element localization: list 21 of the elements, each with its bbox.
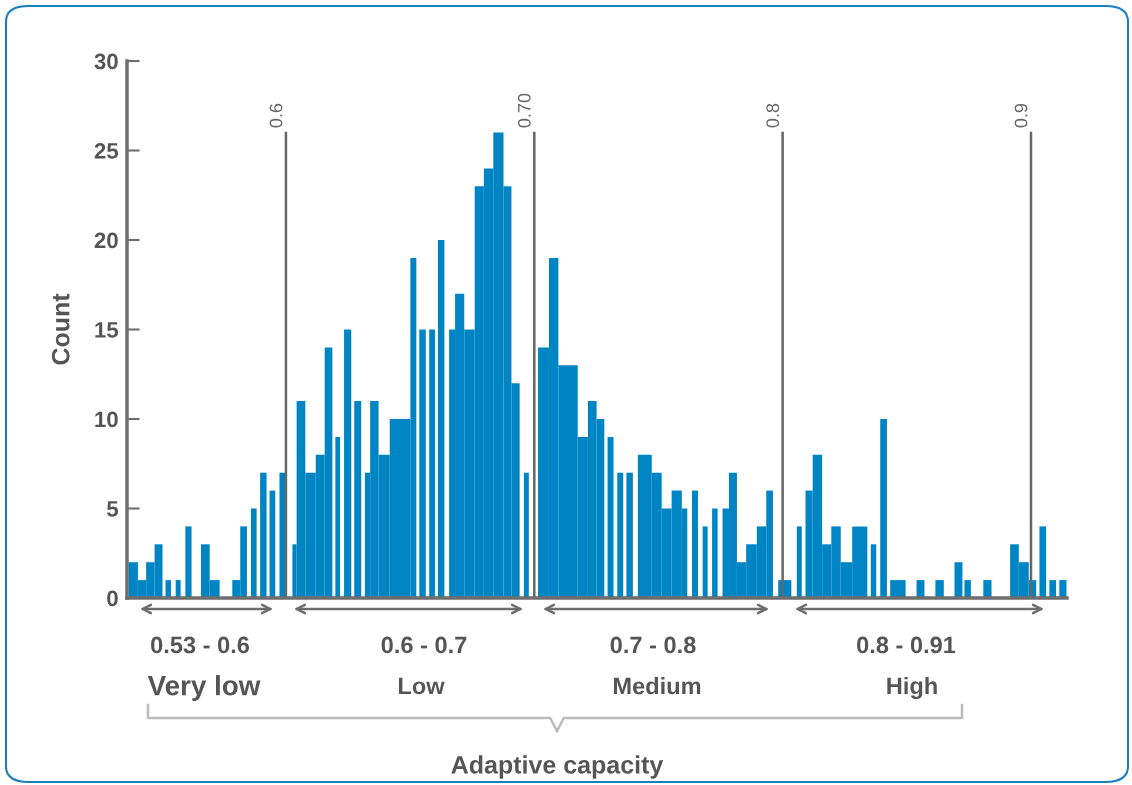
text: High xyxy=(887,676,937,700)
text: Medium xyxy=(613,676,701,695)
text: Very low xyxy=(147,675,261,701)
text: 0.7 - 0.8 xyxy=(610,636,696,654)
text: Low xyxy=(398,677,445,695)
ref-line-label: 0.9 xyxy=(1014,103,1028,128)
y-axis-title: Count xyxy=(51,293,70,365)
y-tick-label: 15 xyxy=(95,322,119,338)
text: Adaptive capacity xyxy=(451,755,664,779)
y-tick-label: 20 xyxy=(94,232,118,249)
y-tick-label: 0 xyxy=(107,590,118,607)
ref-line-label: 0.8 xyxy=(766,103,780,128)
ref-line-label: 0.70 xyxy=(517,93,531,128)
y-tick-label: 25 xyxy=(94,143,119,159)
text: 0.8 - 0.91 xyxy=(857,636,956,654)
text: 0.6 - 0.7 xyxy=(381,636,467,654)
y-tick-label: 5 xyxy=(106,501,119,517)
y-tick-label: 10 xyxy=(95,411,118,428)
ref-line-label: 0.6 xyxy=(269,103,283,128)
text: 0.53 - 0.6 xyxy=(151,636,250,654)
y-tick-label: 30 xyxy=(94,53,118,70)
